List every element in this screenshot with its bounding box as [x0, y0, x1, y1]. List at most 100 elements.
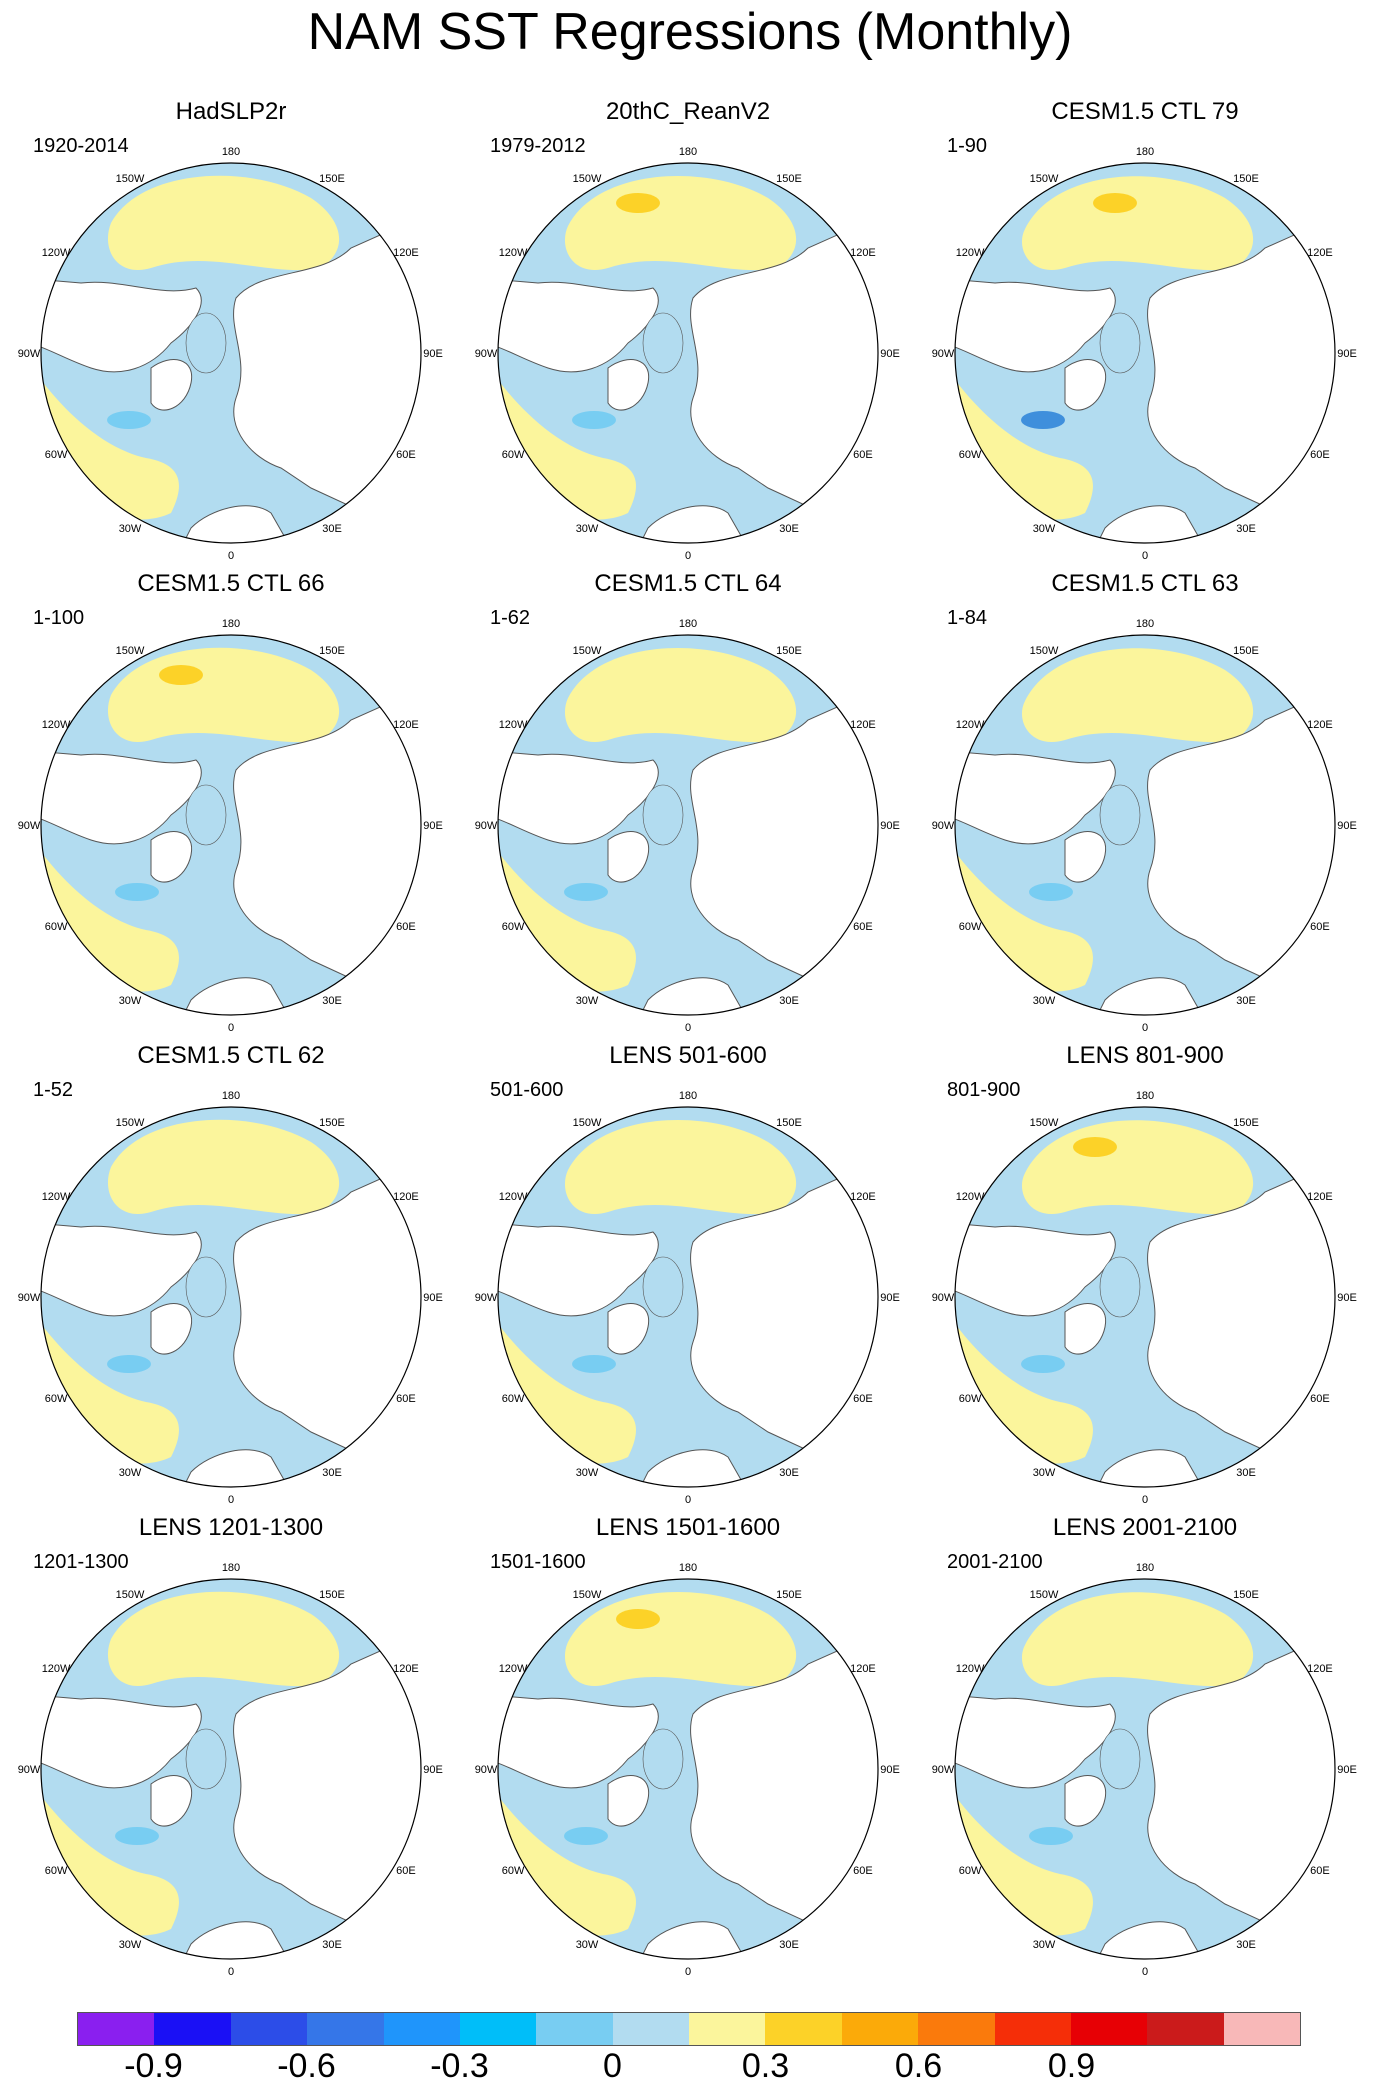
longitude-label: 60W: [502, 1393, 525, 1405]
colorbar-swatch: [536, 2013, 613, 2045]
polar-map: 180 150E 120E 90E 60E 30E 0 30W 60W 90W 120W 150W: [475, 618, 900, 1034]
polar-map: 180 150E 120E 90E 60E 30E 0 30W 60W 90W 120W 150W: [932, 146, 1357, 562]
arctic-ocean: [1099, 1256, 1141, 1318]
longitude-label: 30W: [119, 1939, 142, 1951]
subpolar-cold-anomaly: [1029, 1827, 1073, 1845]
panel-title: HadSLP2r: [175, 98, 287, 125]
arctic-ocean: [185, 1256, 227, 1318]
longitude-label: 90E: [1337, 1764, 1357, 1776]
pacific-warm-anomaly: [107, 1119, 340, 1215]
colorbar: [77, 2012, 1301, 2046]
longitude-label: 30W: [1033, 995, 1056, 1007]
longitude-label: 0: [685, 1494, 691, 1506]
longitude-label: 30E: [322, 1939, 342, 1951]
map-panel: CESM1.5 CTL 66 1-100 180 150E 120E 90E 60E 30…: [18, 570, 443, 1040]
longitude-label: 120W: [956, 247, 985, 259]
longitude-label: 0: [1142, 1966, 1148, 1978]
longitude-label: 150E: [319, 645, 345, 657]
subpolar-cold-anomaly: [115, 1827, 159, 1845]
longitude-label: 30W: [119, 995, 142, 1007]
arctic-ocean: [185, 312, 227, 374]
panel-title: 20thC_ReanV2: [605, 98, 771, 125]
map-panel: LENS 1201-1300 1201-1300 180 150E 120E 90E 6…: [18, 1514, 443, 1984]
longitude-label: 120W: [499, 719, 528, 731]
longitude-label: 60E: [853, 921, 873, 933]
longitude-label: 0: [685, 1966, 691, 1978]
longitude-label: 150W: [573, 1589, 602, 1601]
longitude-label: 90W: [932, 820, 955, 832]
longitude-label: 150W: [116, 173, 145, 185]
panel-title: CESM1.5 CTL 79: [1051, 98, 1239, 125]
pacific-warm-core: [1073, 1137, 1117, 1157]
panel-period: 801-900: [947, 1079, 1021, 1101]
longitude-label: 60E: [853, 1865, 873, 1877]
colorbar-swatch: [1147, 2013, 1224, 2045]
panel-period: 1-90: [947, 135, 988, 157]
longitude-label: 90E: [880, 348, 900, 360]
polar-map: 180 150E 120E 90E 60E 30E 0 30W 60W 90W 120W 150W: [932, 1562, 1357, 1978]
longitude-label: 120E: [1307, 1663, 1333, 1675]
map-boundary: [40, 1106, 422, 1488]
panel-period: 1-52: [33, 1079, 74, 1101]
panel-title: LENS 2001-2100: [1052, 1514, 1238, 1541]
longitude-label: 90E: [423, 1764, 443, 1776]
longitude-label: 30E: [322, 523, 342, 535]
longitude-label: 150W: [1030, 173, 1059, 185]
longitude-label: 60W: [502, 1865, 525, 1877]
longitude-label: 180: [679, 1090, 697, 1102]
panel-period: 1920-2014: [33, 135, 129, 157]
colorbar-swatch: [78, 2013, 155, 2045]
map-boundary: [40, 162, 422, 544]
subpolar-cold-anomaly: [1021, 1355, 1065, 1373]
colorbar-swatch: [230, 2013, 308, 2045]
subpolar-cold-anomaly: [107, 411, 151, 429]
panel-title: CESM1.5 CTL 62: [137, 1042, 325, 1069]
longitude-label: 150W: [116, 1117, 145, 1129]
longitude-label: 60E: [1310, 921, 1330, 933]
colorbar-swatch: [383, 2013, 460, 2045]
arctic-ocean: [642, 312, 684, 374]
longitude-label: 180: [222, 618, 240, 630]
longitude-label: 30W: [576, 1939, 599, 1951]
longitude-label: 60E: [396, 449, 416, 461]
panel-title: LENS 1501-1600: [595, 1514, 781, 1541]
longitude-label: 150E: [319, 173, 345, 185]
map-panel: CESM1.5 CTL 63 1-84 180 150E 120E 90E 60E 30E…: [932, 570, 1357, 1040]
longitude-label: 120E: [393, 719, 419, 731]
longitude-label: 120E: [393, 1191, 419, 1203]
longitude-label: 0: [228, 1966, 234, 1978]
longitude-label: 30E: [779, 995, 799, 1007]
arctic-ocean: [1099, 784, 1141, 846]
longitude-label: 90E: [1337, 820, 1357, 832]
longitude-label: 30W: [576, 995, 599, 1007]
map-boundary: [40, 634, 422, 1016]
map-boundary: [497, 1106, 879, 1488]
longitude-label: 60E: [396, 921, 416, 933]
subpolar-cold-anomaly: [564, 883, 608, 901]
colorbar-label: 0: [603, 2047, 622, 2085]
subpolar-cold-anomaly: [572, 411, 616, 429]
longitude-label: 90W: [932, 1292, 955, 1304]
colorbar-label: 0.6: [894, 2047, 943, 2085]
map-boundary: [954, 1106, 1336, 1488]
longitude-label: 120E: [1307, 719, 1333, 731]
longitude-label: 120E: [850, 1663, 876, 1675]
map-boundary: [497, 1578, 879, 1960]
arctic-ocean: [185, 784, 227, 846]
arctic-ocean: [642, 1256, 684, 1318]
map-boundary: [954, 1578, 1336, 1960]
arctic-ocean: [1099, 312, 1141, 374]
longitude-label: 90E: [880, 1292, 900, 1304]
colorbar-swatch: [841, 2013, 919, 2045]
colorbar-label: -0.6: [277, 2047, 336, 2085]
panel-period: 1201-1300: [33, 1551, 129, 1573]
longitude-label: 150E: [1233, 173, 1259, 185]
map-panel: LENS 2001-2100 2001-2100 180 150E 120E 90E 6…: [932, 1514, 1357, 1984]
subpolar-cold-anomaly: [115, 883, 159, 901]
longitude-label: 150E: [1233, 645, 1259, 657]
longitude-label: 60E: [1310, 1393, 1330, 1405]
map-boundary: [954, 634, 1336, 1016]
panel-title: CESM1.5 CTL 64: [594, 570, 782, 597]
colorbar-swatch: [994, 2013, 1071, 2045]
longitude-label: 150E: [1233, 1117, 1259, 1129]
